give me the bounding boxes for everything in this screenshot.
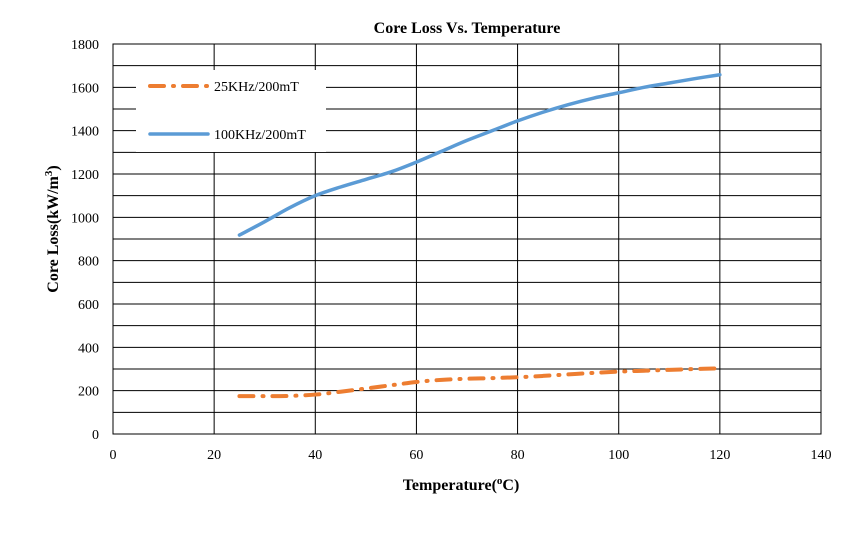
y-axis-tick-labels: 0 200 400 600 800 1000 1200 1400 1600 1800	[71, 38, 99, 443]
y-tick-label: 400	[78, 341, 99, 356]
y-axis-title-sup: 3	[43, 170, 55, 176]
x-axis-title: Temperature(oC)	[403, 475, 520, 494]
x-axis-title-sup: o	[497, 475, 503, 487]
legend-background	[136, 70, 326, 152]
legend-label-25khz: 25KHz/200mT	[214, 80, 299, 95]
legend-label-100khz: 100KHz/200mT	[214, 128, 306, 143]
chart-title: Core Loss Vs. Temperature	[374, 20, 561, 37]
y-tick-label: 1600	[71, 81, 99, 96]
legend: 25KHz/200mT 100KHz/200mT	[136, 70, 326, 152]
y-tick-label: 1800	[71, 38, 99, 53]
x-tick-label: 40	[308, 448, 322, 463]
y-tick-label: 600	[78, 298, 99, 313]
y-tick-label: 1000	[71, 211, 99, 226]
series-line-25khz	[237, 366, 722, 399]
y-tick-label: 0	[92, 428, 99, 443]
gridlines	[112, 43, 822, 435]
x-tick-label: 60	[409, 448, 423, 463]
x-tick-label: 100	[608, 448, 629, 463]
plot-area-border	[112, 43, 822, 435]
x-axis-title-tail: C)	[502, 477, 519, 494]
series-line-100khz	[237, 73, 722, 237]
x-axis-title-text: Temperature(	[403, 477, 497, 494]
x-tick-label: 0	[110, 448, 117, 463]
x-tick-label: 20	[207, 448, 221, 463]
series-layer	[237, 73, 722, 399]
y-tick-label: 1400	[71, 125, 99, 140]
y-tick-label: 1200	[71, 168, 99, 183]
x-tick-label: 120	[709, 448, 730, 463]
y-tick-label: 800	[78, 255, 99, 270]
y-axis-title-tail: )	[45, 165, 62, 170]
y-axis-title: Core Loss(kW/m3)	[43, 165, 62, 292]
y-axis-title-text: Core Loss(kW/m	[45, 175, 62, 292]
x-tick-label: 80	[511, 448, 525, 463]
x-tick-label: 140	[811, 448, 832, 463]
y-tick-label: 200	[78, 385, 99, 400]
x-axis-tick-labels: 0 20 40 60 80 100 120 140	[110, 448, 832, 463]
